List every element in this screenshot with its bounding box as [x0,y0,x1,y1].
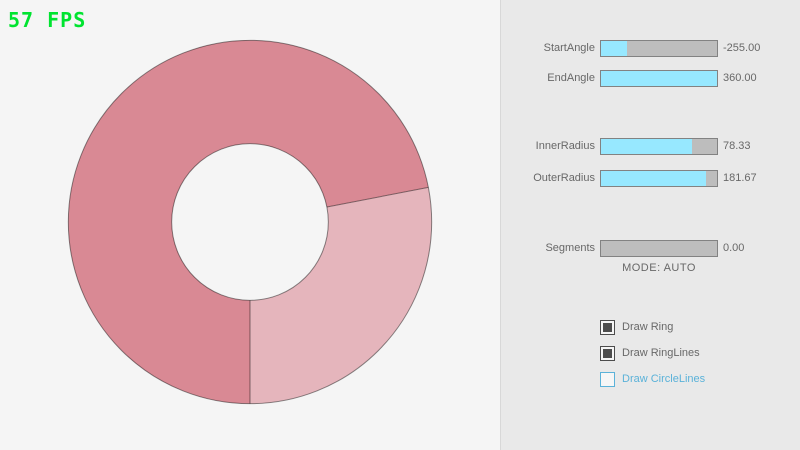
innerradius-slider-fill [601,139,692,154]
outerradius-value: 181.67 [723,172,757,184]
outerradius-label: OuterRadius [533,172,595,184]
endangle-slider-fill [601,71,717,86]
startangle-slider-fill [601,41,627,56]
segments-label: Segments [545,242,595,254]
segments-value: 0.00 [723,242,745,254]
checkbox-draw-ringlines[interactable]: Draw RingLines [600,346,800,362]
draw-ring-checkbox[interactable] [600,320,615,335]
checkbox-draw-circlelines[interactable]: Draw CircleLines [600,372,800,388]
endangle-value: 360.00 [723,72,757,84]
draw-ringlines-checkbox[interactable] [600,346,615,361]
slider-row-endangle: EndAngle 360.00 [0,70,800,87]
segments-slider[interactable] [600,240,718,257]
fps-counter: 57 FPS [8,8,87,32]
slider-row-outerradius: OuterRadius 181.67 [0,170,800,187]
draw-ringlines-label: Draw RingLines [622,347,700,359]
outerradius-slider-fill [601,171,707,186]
slider-row-startangle: StartAngle -255.00 [0,40,800,57]
startangle-slider[interactable] [600,40,718,57]
slider-row-segments: Segments 0.00 [0,240,800,257]
slider-row-innerradius: InnerRadius 78.33 [0,138,800,155]
endangle-label: EndAngle [547,72,595,84]
endangle-slider[interactable] [600,70,718,87]
innerradius-label: InnerRadius [535,140,595,152]
ring-canvas [67,39,433,405]
innerradius-slider[interactable] [600,138,718,155]
draw-ring-label: Draw Ring [622,321,674,333]
startangle-value: -255.00 [723,42,761,54]
segments-mode-text: MODE: AUTO [622,262,696,274]
draw-circlelines-label: Draw CircleLines [622,373,706,385]
draw-circlelines-checkbox[interactable] [600,372,615,387]
innerradius-value: 78.33 [723,140,751,152]
outerradius-slider[interactable] [600,170,718,187]
startangle-label: StartAngle [543,42,595,54]
checkbox-draw-ring[interactable]: Draw Ring [600,320,800,336]
